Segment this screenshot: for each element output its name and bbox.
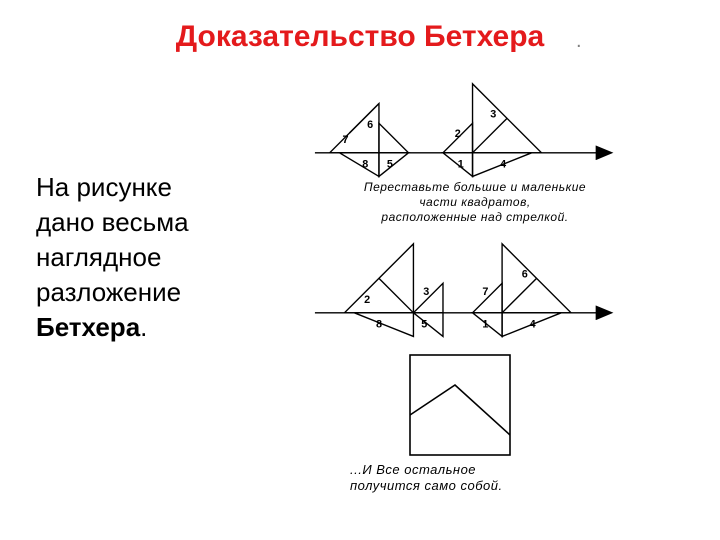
f2-l-slant bbox=[379, 278, 413, 312]
f1-lbl-1: 1 bbox=[458, 159, 464, 171]
caption-1-line-2: части квадратов, bbox=[419, 195, 530, 209]
page-title: Доказательство Бетхера bbox=[0, 20, 720, 54]
f1-ul-lower-small bbox=[379, 153, 409, 177]
caption-2: ...И Все остальное получится само собой. bbox=[350, 462, 600, 494]
f2-lbl-6: 6 bbox=[522, 268, 528, 280]
f1-lbl-8: 8 bbox=[362, 159, 368, 171]
square-inner-line bbox=[410, 385, 510, 435]
f2-lbl-3: 3 bbox=[423, 286, 429, 298]
body-bold: Бетхера bbox=[36, 312, 140, 342]
f1-lbl-4: 4 bbox=[500, 159, 506, 171]
f1-lbl-6: 6 bbox=[367, 119, 373, 131]
f2-lbl-5: 5 bbox=[421, 319, 427, 331]
f1-ur-slant bbox=[473, 118, 507, 152]
f2-l-lower-big bbox=[354, 313, 413, 337]
caption-1-line-1: Переставьте большие и маленькие bbox=[364, 180, 586, 194]
figure-2: 2 3 8 5 7 6 1 4 bbox=[310, 240, 640, 360]
f1-lbl-3: 3 bbox=[490, 108, 496, 120]
f1-lbl-7: 7 bbox=[343, 134, 349, 146]
f2-lbl-1: 1 bbox=[482, 319, 488, 331]
body-line-1: На рисунке bbox=[36, 172, 172, 202]
f2-l-lower-small bbox=[413, 313, 443, 337]
f1-ul-small bbox=[379, 123, 409, 153]
f2-lbl-4: 4 bbox=[530, 319, 536, 331]
f1-ul-slant bbox=[349, 104, 379, 134]
body-paragraph: На рисунке дано весьма наглядное разложе… bbox=[36, 170, 189, 345]
body-line-4: разложение bbox=[36, 277, 181, 307]
f2-lbl-8: 8 bbox=[376, 319, 382, 331]
title-trailing-dot: . bbox=[576, 30, 582, 53]
body-line-3: наглядное bbox=[36, 242, 161, 272]
f1-ul-lower-big bbox=[340, 153, 379, 177]
caption-1: Переставьте большие и маленькие части кв… bbox=[340, 180, 610, 225]
f2-lbl-7: 7 bbox=[482, 286, 488, 298]
f2-lbl-2: 2 bbox=[364, 294, 370, 306]
figure-square bbox=[405, 350, 515, 460]
caption-1-line-3: расположенные над стрелкой. bbox=[381, 210, 568, 224]
body-line-2: дано весьма bbox=[36, 207, 189, 237]
caption-2-line-1: ...И Все остальное bbox=[350, 462, 476, 477]
f1-lbl-5: 5 bbox=[387, 159, 393, 171]
f2-r-slant bbox=[502, 278, 536, 312]
body-period: . bbox=[140, 312, 147, 342]
f1-lbl-2: 2 bbox=[455, 128, 461, 140]
caption-2-line-2: получится само собой. bbox=[350, 478, 503, 493]
